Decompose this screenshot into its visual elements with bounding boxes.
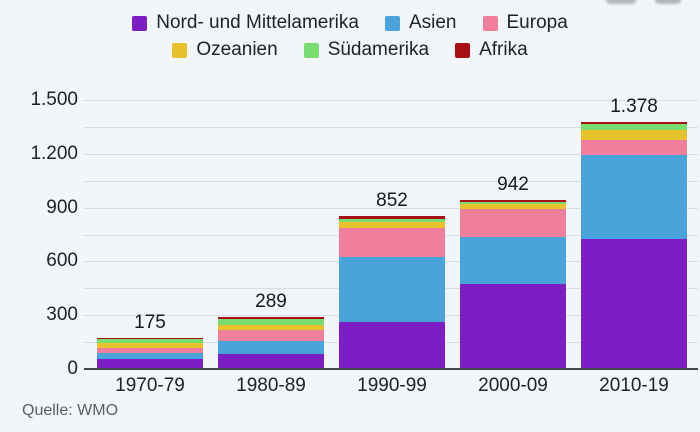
bar-total-label: 289: [255, 291, 287, 313]
bar-segment-s-damerika: [460, 202, 566, 205]
legend-item-ozeanien: Ozeanien: [172, 39, 278, 61]
bar-segment-ozeanien: [218, 325, 324, 331]
x-axis-tick-label: 2000-09: [478, 375, 548, 396]
legend-label: Ozeanien: [196, 39, 278, 60]
legend-label: Nord- und Mittelamerika: [156, 12, 359, 33]
bar-total-label: 1.378: [610, 95, 658, 117]
bar-segment-europa: [460, 208, 566, 238]
gridline: [84, 126, 698, 128]
bar-segment-s-damerika: [339, 218, 445, 222]
legend-swatch-asien: [384, 15, 400, 31]
bar-segment-s-damerika: [581, 124, 687, 131]
source-attribution: Quelle: WMO: [22, 402, 119, 419]
gridline: [84, 100, 698, 101]
y-axis-tick-label: 0: [67, 358, 78, 379]
y-axis-tick-label: 300: [46, 304, 78, 326]
legend-item-nord-und-mittelamerika: Nord- und Mittelamerika: [132, 12, 359, 34]
legend-label: Afrika: [479, 39, 528, 60]
bar-segment-afrika: [339, 216, 445, 219]
bar-segment-nord-und-mittelamerika: [339, 322, 445, 369]
bar-segment-europa: [581, 140, 687, 156]
cropped-logo-remnant: [606, 0, 636, 4]
x-axis-tick-label: 1970-79: [115, 375, 185, 396]
legend-label: Südamerika: [327, 39, 430, 60]
bar-segment-ozeanien: [97, 342, 203, 348]
bar-segment-asien: [97, 352, 203, 359]
legend-label: Asien: [408, 12, 457, 33]
bar-segment-asien: [581, 155, 687, 239]
legend-swatch-suedamerika: [303, 42, 319, 58]
stacked-bar-1990-99: [339, 216, 445, 369]
bar-segment-s-damerika: [97, 339, 203, 343]
bar-segment-ozeanien: [339, 221, 445, 229]
bar-segment-nord-und-mittelamerika: [460, 283, 566, 369]
legend-item-europa: Europa: [482, 12, 568, 34]
legend-swatch-europa: [482, 15, 498, 31]
bar-total-label: 852: [376, 190, 408, 212]
x-axis-tick-label: 2010-19: [599, 375, 669, 396]
gridline: [84, 207, 698, 209]
x-axis-tick-label: 1990-99: [357, 375, 427, 396]
x-axis-line: [84, 368, 698, 370]
cropped-logo-remnant: [655, 0, 681, 4]
legend-row-1: Nord- und Mittelamerika Asien Europa: [132, 12, 568, 34]
legend-swatch-afrika: [455, 42, 471, 58]
bar-segment-asien: [218, 340, 324, 354]
legend-item-asien: Asien: [384, 12, 457, 34]
gridline: [84, 153, 698, 155]
bar-segment-europa: [97, 347, 203, 353]
y-axis-tick-label: 1.500: [30, 89, 78, 110]
bar-segment-ozeanien: [460, 204, 566, 209]
legend-swatch-ozeanien: [172, 42, 188, 58]
bar-segment-nord-und-mittelamerika: [218, 353, 324, 369]
chart-legend: Nord- und Mittelamerika Asien Europa Oze…: [0, 12, 700, 61]
bar-segment-asien: [460, 237, 566, 284]
bar-total-label: 175: [134, 311, 166, 333]
bar-segment-asien: [339, 257, 445, 322]
legend-swatch-nord-und-mittelamerika: [132, 15, 148, 31]
bar-segment-nord-und-mittelamerika: [97, 358, 203, 369]
bar-segment-ozeanien: [581, 130, 687, 141]
y-axis-tick-label: 600: [46, 250, 78, 272]
stacked-bar-2010-19: [581, 121, 687, 369]
bar-total-label: 942: [497, 174, 529, 196]
x-axis-tick-label: 1980-89: [236, 375, 306, 396]
gridline: [84, 180, 698, 182]
legend-item-afrika: Afrika: [455, 39, 528, 61]
bar-segment-nord-und-mittelamerika: [581, 238, 687, 369]
y-axis-tick-label: 900: [46, 196, 78, 218]
y-axis-tick-label: 1.200: [30, 142, 78, 164]
legend-item-suedamerika: Südamerika: [303, 39, 430, 61]
bar-segment-afrika: [97, 337, 203, 340]
legend-label: Europa: [506, 12, 568, 33]
bar-segment-afrika: [218, 317, 324, 319]
legend-row-2: Ozeanien Südamerika Afrika: [172, 39, 528, 61]
stacked-bar-2000-09: [460, 200, 566, 369]
stacked-bar-1970-79: [97, 337, 203, 369]
bar-segment-s-damerika: [218, 318, 324, 326]
stacked-bar-1980-89: [218, 317, 324, 369]
bar-segment-afrika: [581, 121, 687, 125]
bar-segment-europa: [218, 330, 324, 341]
bar-segment-afrika: [460, 200, 566, 203]
bar-segment-europa: [339, 228, 445, 258]
